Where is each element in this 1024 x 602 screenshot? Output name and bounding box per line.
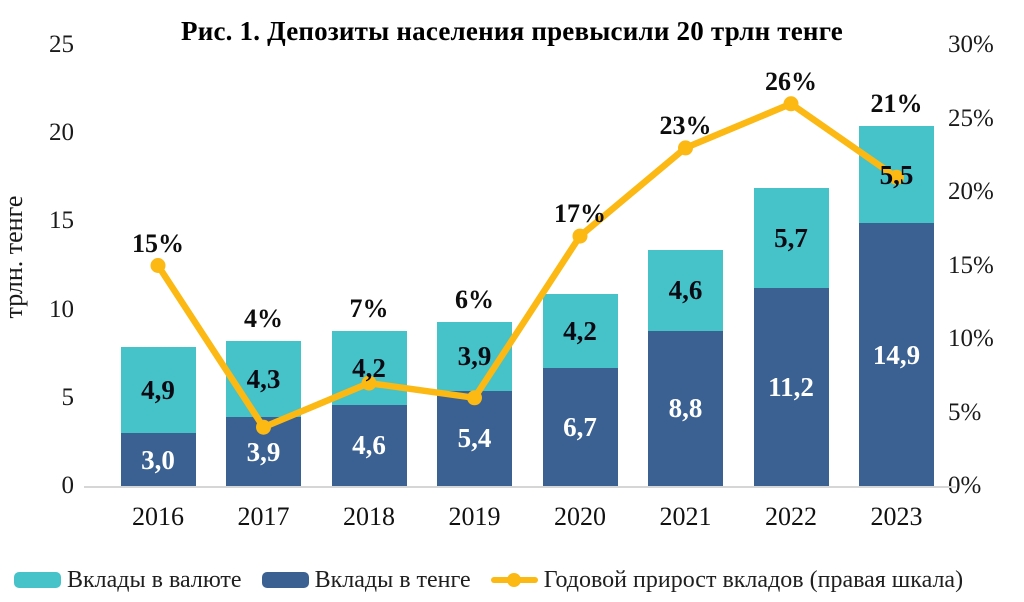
bar-value-label-currency: 4,2 <box>563 315 597 346</box>
bar-value-label-currency: 3,9 <box>457 341 492 372</box>
bar-value-label-tenge: 3,9 <box>246 436 281 467</box>
x-axis-label: 2021 <box>659 502 712 531</box>
growth-value-label: 21% <box>870 89 923 119</box>
x-axis-label: 2020 <box>554 502 606 531</box>
bar-value-label-currency: 5,7 <box>774 223 808 254</box>
bar-segment-tenge <box>120 433 196 486</box>
growth-point-marker <box>572 228 588 244</box>
right-axis-tick: 30% <box>948 31 994 58</box>
right-axis-tick: 5% <box>948 398 982 426</box>
right-axis-tick: 10% <box>948 325 994 352</box>
tenge-swatch-icon <box>261 572 309 588</box>
growth-point-marker <box>678 140 693 156</box>
bar-value-label-currency: 4,6 <box>668 275 703 306</box>
bar-value-label-currency: 4,2 <box>352 352 386 383</box>
growth-value-label: 15% <box>132 228 184 258</box>
bar-value-label-tenge: 11,2 <box>768 372 814 403</box>
growth-point-marker <box>783 96 799 112</box>
x-axis-label: 2022 <box>765 502 817 531</box>
legend-label-growth: Годовой прирост вкладов (правая шкала) <box>543 566 964 593</box>
legend-label-currency: Вклады в валюте <box>67 566 242 593</box>
growth-value-label: 4% <box>244 304 283 334</box>
left-axis-tick: 0 <box>61 472 75 499</box>
line-dot-marker-icon <box>490 572 538 588</box>
growth-value-label: 6% <box>455 284 494 314</box>
right-axis-tick: 0% <box>948 472 982 499</box>
x-axis-label: 2018 <box>343 502 395 531</box>
right-axis-tick: 15% <box>948 251 994 279</box>
left-axis-title: трлн. тенге <box>0 195 28 319</box>
bar-value-label-currency: 4,9 <box>141 374 175 405</box>
legend-item-currency: Вклады в валюте <box>14 567 242 594</box>
bar-value-label-currency: 4,3 <box>246 364 281 395</box>
bar-value-label-tenge: 6,7 <box>563 411 597 442</box>
x-axis-label: 2023 <box>870 502 923 531</box>
x-axis-label: 2019 <box>448 502 501 531</box>
bar-value-label-tenge: 3,0 <box>141 444 175 475</box>
x-axis-line <box>84 486 956 488</box>
bar-value-label-tenge: 8,8 <box>668 393 703 424</box>
legend-item-growth: Годовой прирост вкладов (правая шкала) <box>490 566 964 594</box>
growth-value-label: 17% <box>554 199 606 229</box>
legend-item-tenge: Вклады в тенге <box>261 566 471 594</box>
growth-value-label: 7% <box>349 293 389 323</box>
bar-value-label-tenge: 14,9 <box>872 339 921 370</box>
left-axis-tick: 10 <box>49 295 74 323</box>
x-axis-label: 2016 <box>132 502 184 531</box>
right-axis-tick: 20% <box>948 178 994 205</box>
chart-title: Рис. 1. Депозиты населения превысили 20 … <box>181 16 843 46</box>
legend: Вклады в валюте Вклады в тенге Годовой п… <box>14 564 1018 596</box>
growth-value-label: 26% <box>765 66 817 96</box>
bar-value-label-tenge: 5,4 <box>457 423 492 454</box>
left-axis-tick: 20 <box>49 119 74 147</box>
currency-swatch-icon <box>14 572 61 588</box>
bar-value-label-currency: 5,5 <box>879 159 914 190</box>
right-axis-tick: 25% <box>948 104 994 132</box>
legend-label-tenge: Вклады в тенге <box>314 566 471 593</box>
growth-point-marker <box>150 258 166 273</box>
growth-value-label: 23% <box>659 110 712 140</box>
left-axis-tick: 25 <box>49 31 74 58</box>
x-axis-label: 2017 <box>237 502 290 531</box>
left-axis-tick: 15 <box>49 207 74 235</box>
bar-value-label-tenge: 4,6 <box>352 430 386 461</box>
left-axis-tick: 5 <box>61 383 75 411</box>
